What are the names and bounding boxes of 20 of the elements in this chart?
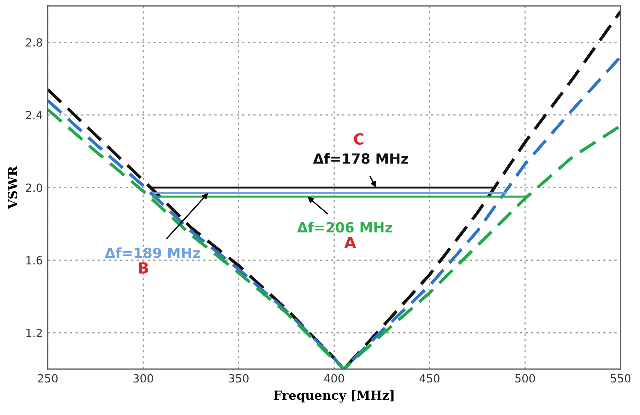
annotation: A (344, 237, 356, 248)
x-tick-label: 450 (420, 374, 440, 383)
x-tick-label: 550 (611, 374, 631, 383)
y-tick-label: 2.0 (26, 184, 42, 192)
x-tick-label: 500 (516, 374, 536, 383)
annotation: Δf=189 MHz (105, 248, 200, 258)
y-tick-label: 2.8 (26, 38, 42, 47)
y-axis-title: VSWR (8, 166, 18, 210)
y-tick-label: 1.2 (26, 329, 42, 338)
y-tick-label: 2.4 (26, 111, 43, 120)
x-tick-label: 250 (38, 374, 58, 383)
annotation: C (354, 133, 364, 146)
y-tick-label: 1.6 (26, 256, 42, 265)
x-axis-title: Frequency [MHz] (274, 390, 394, 403)
x-tick-label: 350 (229, 374, 249, 383)
x-tick-label: 300 (134, 374, 154, 383)
annotation: Δf=178 MHz (313, 153, 408, 164)
x-tick-label: 400 (324, 374, 344, 383)
annotation: B (139, 262, 148, 274)
annotation: Δf=206 MHz (297, 222, 392, 233)
